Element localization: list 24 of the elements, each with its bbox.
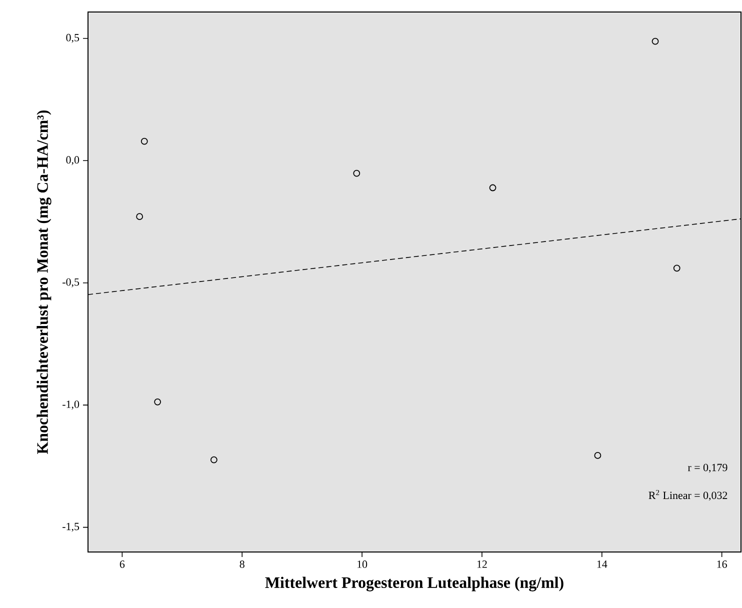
point — [136, 213, 144, 220]
x-tick-label: 12 — [477, 560, 487, 568]
point — [353, 170, 360, 177]
point — [594, 452, 602, 459]
annotation: r = 0,179 — [688, 464, 728, 473]
point — [210, 456, 218, 464]
x-tick-label: 16 — [717, 560, 727, 568]
annotation: R$^{2}$ Linear = 0,032 — [648, 490, 728, 501]
y-tick-label: -1,5 — [62, 522, 80, 532]
point — [652, 38, 659, 45]
x-tick-label: 14 — [597, 560, 608, 568]
point — [154, 398, 162, 406]
point — [489, 184, 496, 192]
x-tick-label: 6 — [120, 560, 125, 568]
y-tick-label: -0,5 — [62, 278, 80, 288]
y-axis-title: Knochendichteverlust pro Monat (mg Ca-HA/cm³) — [36, 110, 52, 454]
x-tick-label: 8 — [240, 560, 244, 568]
x-axis-title: Mittelwert Progesteron Lutealphase (ng/ml) — [265, 576, 564, 592]
point — [673, 264, 680, 272]
y-tick-label: -1,0 — [62, 400, 80, 410]
y-tick-label: 0,0 — [66, 156, 80, 166]
point — [140, 138, 148, 145]
y-tick-label: 0,5 — [66, 34, 80, 43]
x-tick-label: 10 — [358, 560, 368, 568]
